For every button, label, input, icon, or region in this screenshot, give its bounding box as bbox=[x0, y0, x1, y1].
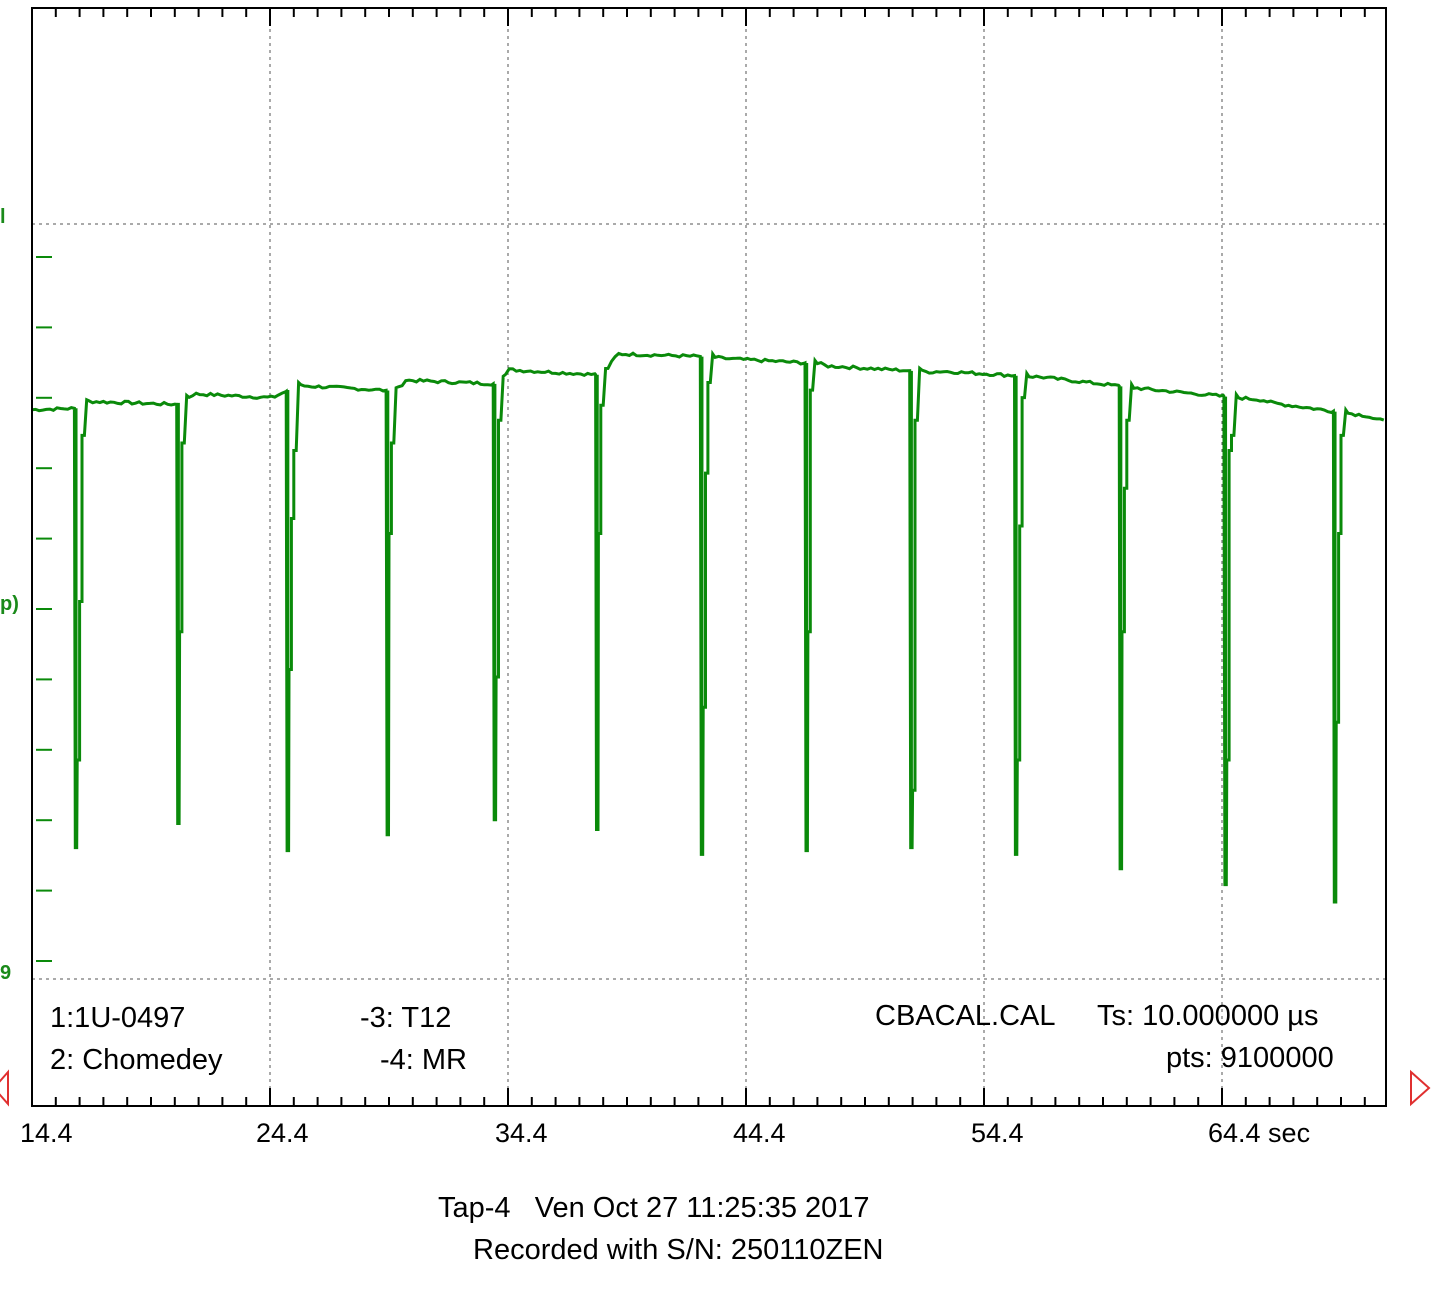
x-tick-label: 64.4 sec bbox=[1208, 1118, 1311, 1148]
x-tick-label: 54.4 bbox=[971, 1118, 1024, 1148]
right-marker-icon[interactable] bbox=[1410, 1069, 1431, 1107]
x-tick-label: 44.4 bbox=[733, 1118, 786, 1148]
x-tick-label: 24.4 bbox=[256, 1118, 309, 1148]
channel-2-label: 2: Chomedey bbox=[50, 1044, 223, 1076]
channel-scale-mid: p) bbox=[0, 593, 19, 615]
calibration-file: CBACAL.CAL bbox=[875, 1000, 1056, 1032]
channel-1-label: 1:1U-0497 bbox=[50, 1002, 186, 1034]
signal-trace bbox=[31, 349, 1385, 904]
channel-scale-top: l bbox=[0, 206, 6, 228]
channel-3-label: -3: T12 bbox=[360, 1002, 452, 1034]
axis-ticks bbox=[31, 8, 1366, 1106]
trace-line bbox=[31, 349, 1385, 904]
sample-period: Ts: 10.000000 µs bbox=[1097, 1000, 1319, 1032]
x-tick-label: 14.4 bbox=[20, 1118, 73, 1148]
channel-scale-bottom: 9 bbox=[0, 962, 12, 984]
grid bbox=[32, 8, 1386, 1106]
x-tick-label: 34.4 bbox=[495, 1118, 548, 1148]
point-count: pts: 9100000 bbox=[1166, 1042, 1334, 1074]
plot-frame bbox=[31, 7, 1387, 1107]
left-marker-icon bbox=[0, 1069, 9, 1107]
recorder-serial: Recorded with S/N: 250110ZEN bbox=[473, 1234, 884, 1266]
recording-title: Tap-4 Ven Oct 27 11:25:35 2017 bbox=[438, 1192, 870, 1224]
channel-4-label: -4: MR bbox=[380, 1044, 467, 1076]
